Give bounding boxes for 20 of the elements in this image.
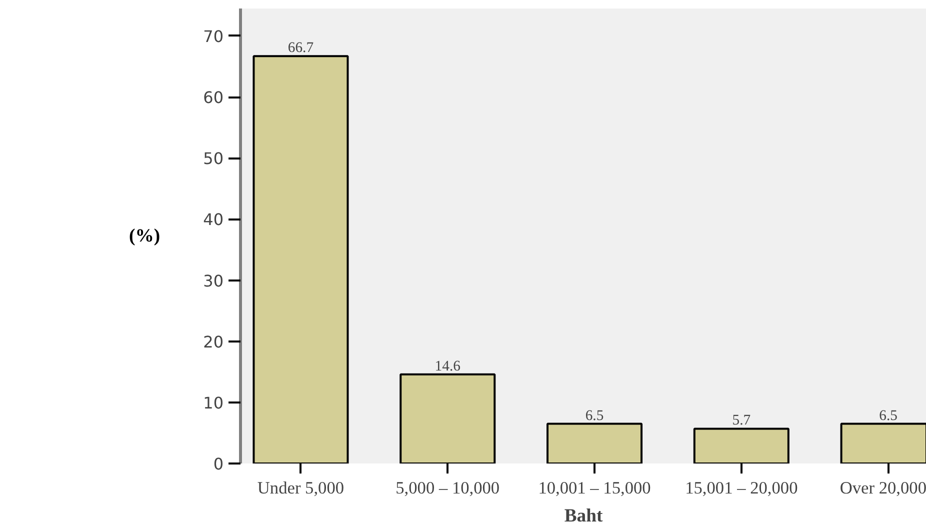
data-label: 5.7 xyxy=(732,412,751,429)
x-tick-label: Under 5,000 xyxy=(257,478,344,498)
data-label: 6.5 xyxy=(879,408,898,424)
data-label: 14.6 xyxy=(434,358,460,374)
x-axis-title: Baht xyxy=(564,506,604,526)
y-tick-label: 50 xyxy=(203,149,224,168)
data-label: 66.7 xyxy=(288,40,314,56)
x-tick-label: 10,001 – 15,000 xyxy=(538,478,651,498)
y-tick-label: 30 xyxy=(203,271,224,290)
y-tick-label: 40 xyxy=(203,210,224,230)
y-tick-label: 20 xyxy=(203,332,224,352)
x-tick-label: Over 20,000 xyxy=(840,478,926,498)
data-label: 6.5 xyxy=(585,408,604,424)
y-axis-title: (%) xyxy=(129,226,160,246)
x-tick-label: 5,000 – 10,000 xyxy=(396,478,500,498)
y-tick-label: 0 xyxy=(213,454,224,474)
y-tick-label: 60 xyxy=(203,88,224,108)
y-tick-label: 70 xyxy=(203,26,224,46)
x-tick-label: 15,001 – 20,000 xyxy=(685,478,798,498)
y-tick-label: 10 xyxy=(203,393,224,412)
